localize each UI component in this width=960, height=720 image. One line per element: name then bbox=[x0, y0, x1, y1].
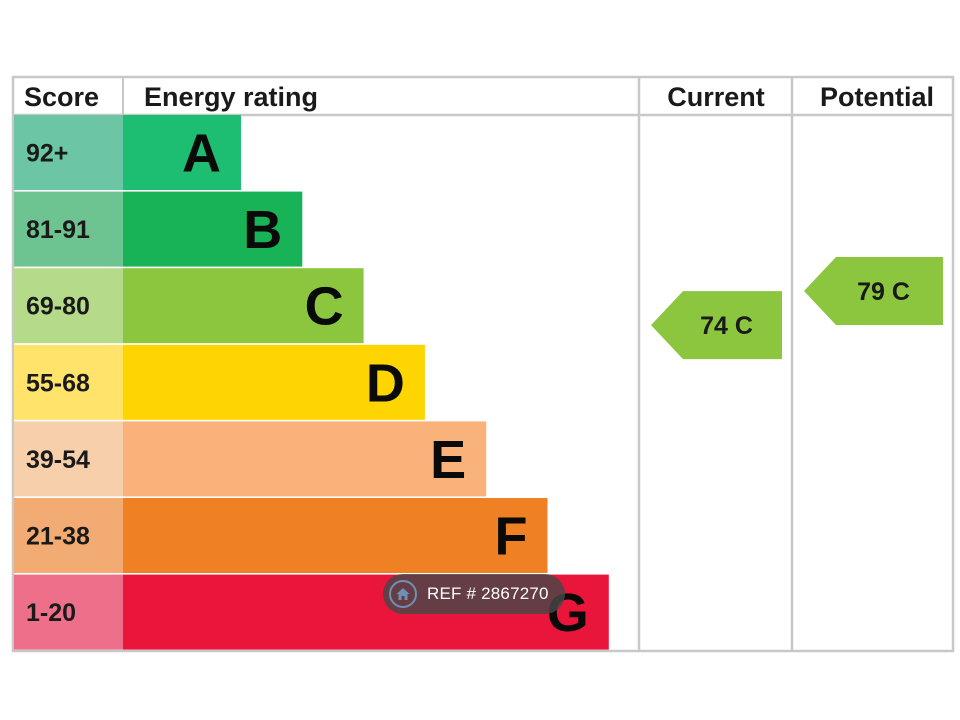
score-cell-f bbox=[14, 498, 123, 573]
band-letter-b: B bbox=[243, 200, 282, 260]
band-bar-b bbox=[123, 191, 303, 267]
header-potential: Potential bbox=[820, 82, 934, 112]
score-label-c: 69-80 bbox=[26, 293, 90, 321]
score-label-b: 81-91 bbox=[26, 216, 90, 244]
score-label-d: 55-68 bbox=[26, 369, 90, 397]
band-bar-a bbox=[123, 115, 241, 190]
band-bar-e bbox=[123, 421, 487, 497]
band-letter-c: C bbox=[305, 277, 344, 337]
reference-badge: REF # 2867270 bbox=[383, 574, 565, 614]
score-label-f: 21-38 bbox=[26, 523, 90, 551]
band-bar-f bbox=[123, 498, 548, 573]
column-headers: Score Energy rating Current Potential bbox=[24, 82, 934, 112]
band-bar-d bbox=[123, 344, 425, 420]
table-grid bbox=[11, 75, 955, 653]
score-label-a: 92+ bbox=[26, 140, 68, 168]
header-score: Score bbox=[24, 82, 99, 112]
band-letter-e: E bbox=[430, 430, 466, 490]
rating-bands: 92+ A81-91 B69-80 C55-68 D39-54 E21-38 F1-20 G bbox=[14, 115, 609, 650]
score-cell-c bbox=[14, 268, 123, 344]
score-cell-b bbox=[14, 191, 123, 267]
reference-text: REF # 2867270 bbox=[427, 584, 549, 603]
score-label-g: 1-20 bbox=[26, 599, 76, 627]
house-icon bbox=[389, 580, 417, 608]
band-bar-c bbox=[123, 268, 364, 344]
score-cell-e bbox=[14, 421, 123, 497]
score-cell-g bbox=[14, 574, 123, 650]
potential-arrow-label: 79 C bbox=[857, 278, 910, 306]
table-border bbox=[11, 75, 955, 653]
score-cell-d bbox=[14, 344, 123, 420]
potential-arrow bbox=[804, 257, 943, 326]
header-current: Current bbox=[667, 82, 765, 112]
rating-arrows: 74 C 79 C bbox=[651, 257, 943, 360]
current-arrow bbox=[651, 291, 782, 360]
score-cell-a bbox=[14, 115, 123, 190]
current-arrow-label: 74 C bbox=[700, 312, 753, 340]
band-letter-a: A bbox=[182, 124, 221, 184]
band-letter-f: F bbox=[495, 507, 528, 567]
header-energy-rating: Energy rating bbox=[144, 82, 318, 112]
band-letter-d: D bbox=[366, 353, 405, 413]
score-label-e: 39-54 bbox=[26, 446, 90, 474]
